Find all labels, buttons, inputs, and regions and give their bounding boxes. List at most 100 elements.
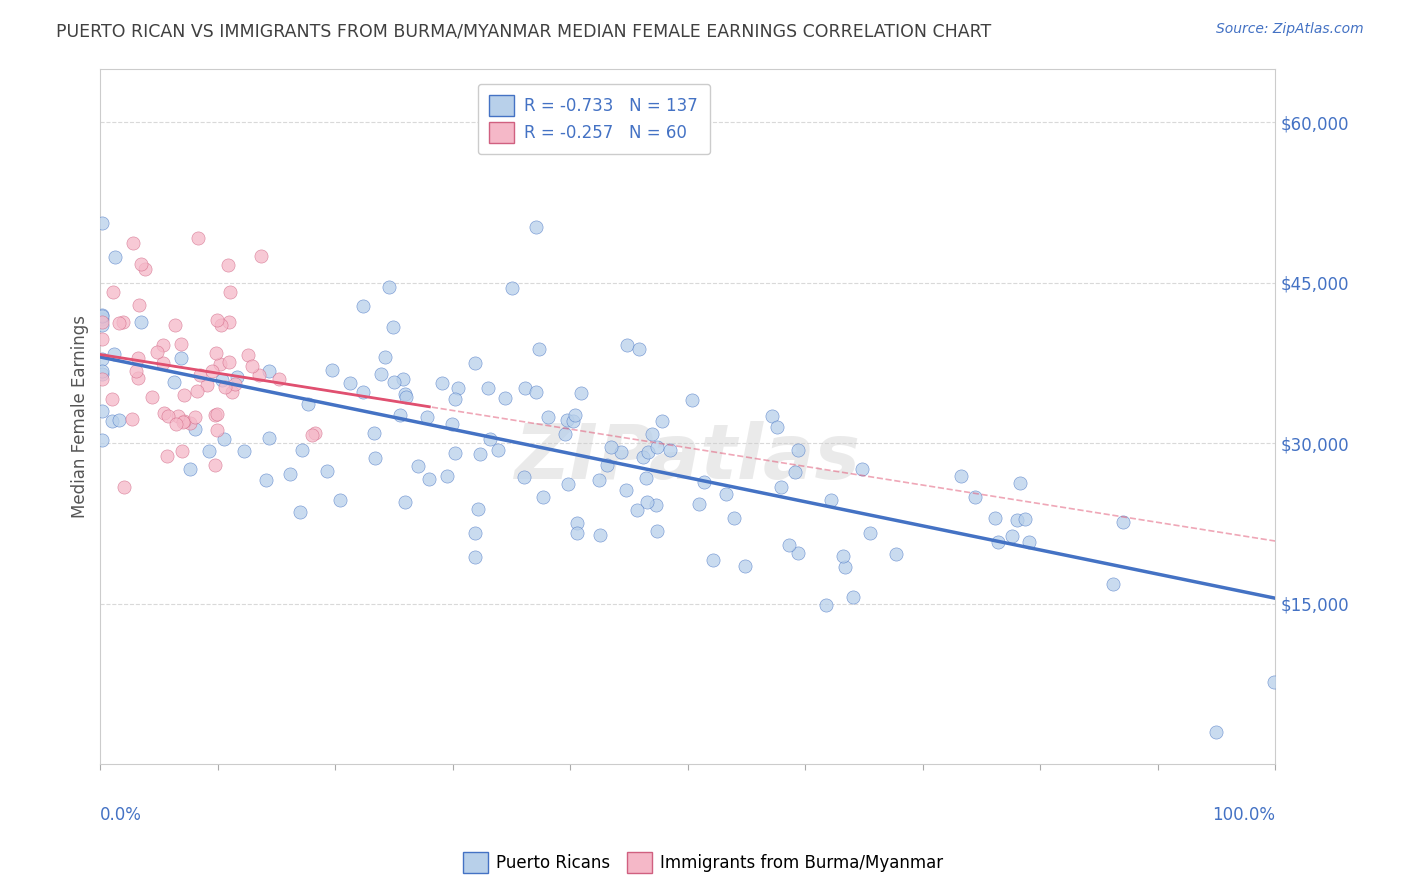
Point <box>184 410 207 425</box>
Point <box>374 350 396 364</box>
Point <box>392 372 415 386</box>
Point <box>184 422 207 436</box>
Point <box>1014 512 1036 526</box>
Point <box>218 315 240 329</box>
Point <box>645 498 668 512</box>
Point <box>464 550 486 565</box>
Point <box>631 450 654 464</box>
Point <box>596 458 619 473</box>
Point <box>103 285 125 299</box>
Point <box>198 444 221 458</box>
Point <box>394 387 416 401</box>
Point <box>444 392 467 406</box>
Point <box>589 527 612 541</box>
Point <box>304 425 326 440</box>
Point <box>250 249 273 263</box>
Point <box>820 492 842 507</box>
Point <box>90 332 112 346</box>
Point <box>1005 513 1028 527</box>
Point <box>122 236 145 251</box>
Point <box>569 386 592 401</box>
Point <box>257 364 280 378</box>
Point <box>167 409 190 424</box>
Point <box>205 346 228 360</box>
Point <box>163 375 186 389</box>
Point <box>165 318 187 332</box>
Point <box>134 261 156 276</box>
Point <box>90 315 112 329</box>
Text: Source: ZipAtlas.com: Source: ZipAtlas.com <box>1216 22 1364 37</box>
Point <box>884 547 907 561</box>
Point <box>467 502 489 516</box>
Point <box>783 465 806 479</box>
Point <box>297 397 319 411</box>
Point <box>129 315 152 329</box>
Point <box>212 432 235 446</box>
Point <box>1001 529 1024 543</box>
Point <box>207 423 229 437</box>
Point <box>778 538 800 552</box>
Point <box>90 309 112 323</box>
Point <box>681 392 703 407</box>
Point <box>170 444 193 458</box>
Point <box>170 336 193 351</box>
Point <box>637 445 659 459</box>
Point <box>90 352 112 367</box>
Point <box>494 391 516 405</box>
Point <box>280 467 302 481</box>
Point <box>107 316 129 330</box>
Point <box>291 442 314 457</box>
Point <box>165 417 187 431</box>
Point <box>141 390 163 404</box>
Point <box>688 497 710 511</box>
Point <box>714 487 737 501</box>
Point <box>524 220 547 235</box>
Point <box>659 442 682 457</box>
Point <box>127 371 149 385</box>
Point <box>464 356 486 370</box>
Point <box>103 347 125 361</box>
Point <box>761 409 783 423</box>
Point <box>513 381 536 395</box>
Point <box>219 285 242 299</box>
Point <box>208 357 231 371</box>
Point <box>90 433 112 447</box>
Point <box>416 409 439 424</box>
Text: PUERTO RICAN VS IMMIGRANTS FROM BURMA/MYANMAR MEDIAN FEMALE EARNINGS CORRELATION: PUERTO RICAN VS IMMIGRANTS FROM BURMA/MY… <box>56 22 991 40</box>
Point <box>513 470 536 484</box>
Point <box>441 417 464 432</box>
Point <box>195 378 218 392</box>
Point <box>787 546 810 560</box>
Point <box>352 299 374 313</box>
Text: ZIPatlas: ZIPatlas <box>515 421 860 495</box>
Point <box>236 348 259 362</box>
Point <box>447 381 470 395</box>
Point <box>537 410 560 425</box>
Point <box>90 367 112 381</box>
Point <box>983 511 1005 525</box>
Point <box>950 469 973 483</box>
Text: 0.0%: 0.0% <box>100 806 142 824</box>
Point <box>564 409 586 423</box>
Point <box>527 343 550 357</box>
Point <box>221 385 243 400</box>
Point <box>1112 515 1135 529</box>
Point <box>218 354 240 368</box>
Point <box>770 480 793 494</box>
Legend: Puerto Ricans, Immigrants from Burma/Myanmar: Puerto Ricans, Immigrants from Burma/Mya… <box>456 846 950 880</box>
Point <box>128 351 150 365</box>
Point <box>214 380 236 394</box>
Point <box>129 257 152 271</box>
Point <box>156 449 179 463</box>
Point <box>205 312 228 326</box>
Point <box>610 444 633 458</box>
Point <box>557 476 579 491</box>
Point <box>765 420 787 434</box>
Point <box>842 590 865 604</box>
Point <box>651 414 673 428</box>
Point <box>90 312 112 326</box>
Point <box>90 308 112 322</box>
Point <box>389 408 412 422</box>
Point <box>217 258 239 272</box>
Point <box>187 230 209 244</box>
